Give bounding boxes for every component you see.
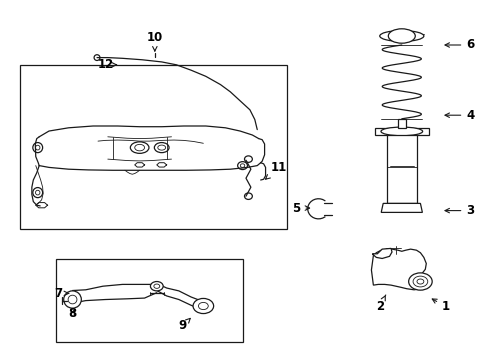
Text: 7: 7 xyxy=(55,287,69,300)
Polygon shape xyxy=(372,248,392,258)
Text: 2: 2 xyxy=(376,295,386,313)
Ellipse shape xyxy=(388,29,415,43)
Text: 8: 8 xyxy=(69,307,76,320)
Text: 1: 1 xyxy=(432,299,450,313)
Ellipse shape xyxy=(381,127,422,136)
Text: 9: 9 xyxy=(179,318,190,332)
Text: 12: 12 xyxy=(97,58,117,71)
Ellipse shape xyxy=(380,31,424,41)
Ellipse shape xyxy=(193,298,214,314)
Polygon shape xyxy=(371,249,426,290)
Bar xyxy=(387,135,416,203)
Ellipse shape xyxy=(64,291,81,308)
Ellipse shape xyxy=(150,282,163,291)
Text: 3: 3 xyxy=(445,204,474,217)
Text: 11: 11 xyxy=(266,161,288,179)
Polygon shape xyxy=(375,128,429,135)
Text: 4: 4 xyxy=(445,109,474,122)
Bar xyxy=(56,259,243,342)
Polygon shape xyxy=(381,203,422,212)
Text: 6: 6 xyxy=(445,39,474,51)
Bar xyxy=(398,119,406,128)
Text: 5: 5 xyxy=(293,202,310,215)
Bar xyxy=(20,65,287,229)
Ellipse shape xyxy=(409,273,432,290)
Text: 10: 10 xyxy=(147,31,163,51)
